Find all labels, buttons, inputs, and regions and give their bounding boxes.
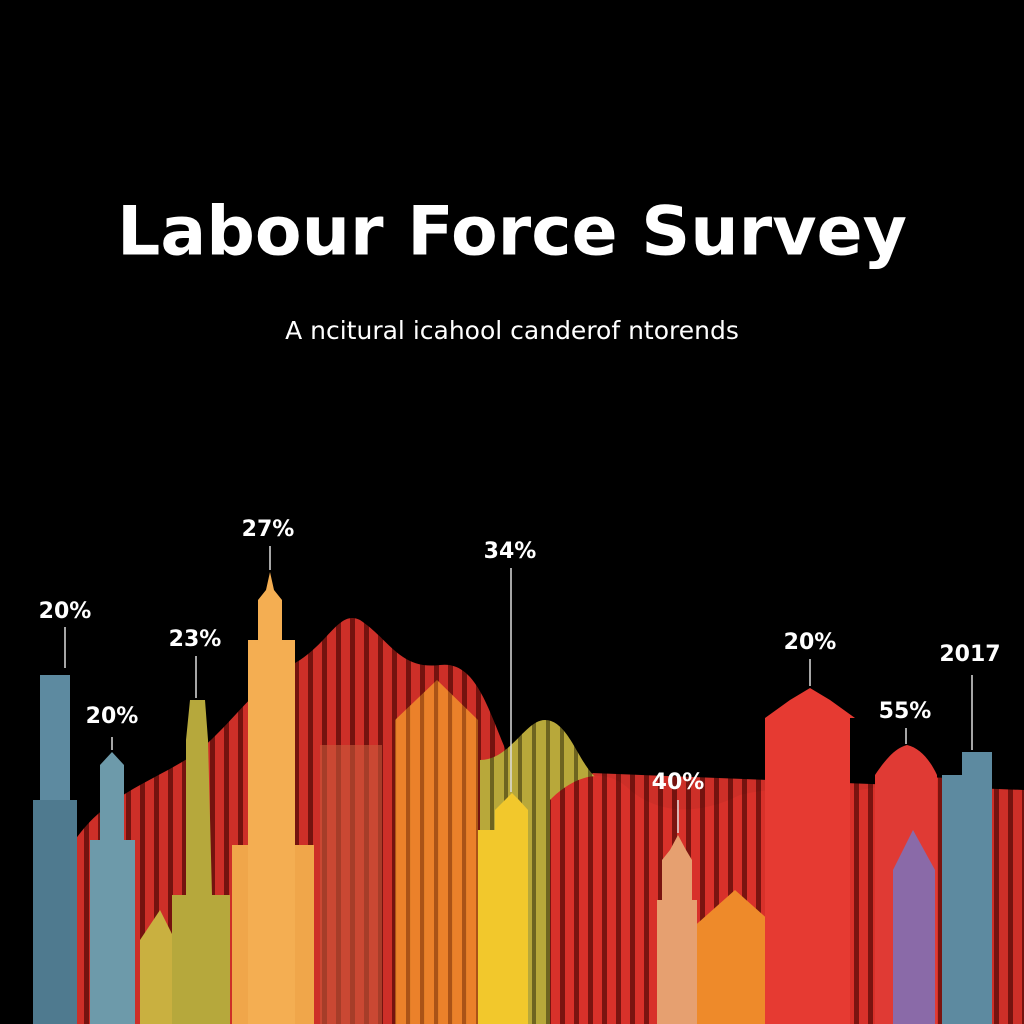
building — [33, 800, 77, 1024]
callout-label: 55% — [879, 699, 932, 724]
callout-label: 40% — [652, 770, 705, 795]
building — [690, 890, 780, 1024]
title: Labour Force Survey — [117, 193, 907, 272]
building — [395, 680, 478, 1024]
callout-label: 34% — [484, 539, 537, 564]
building — [942, 752, 992, 1024]
building — [770, 716, 850, 1024]
callout-label: 27% — [242, 517, 295, 542]
building — [140, 910, 175, 1024]
building — [893, 830, 935, 1024]
subtitle: A ncitural icahool canderof ntorends — [285, 316, 739, 345]
building — [478, 793, 528, 1024]
callout-label: 20% — [784, 630, 837, 655]
skyline — [33, 572, 1024, 1024]
callouts: 20% 20% 23% 27% 34% 40% 20% 55% 2017 — [39, 517, 1001, 833]
callout-label: 20% — [39, 599, 92, 624]
building — [172, 700, 230, 1024]
building — [320, 745, 382, 1024]
callout-label: 20% — [86, 704, 139, 729]
callout-label: 2017 — [939, 642, 1000, 667]
building — [657, 835, 697, 1024]
building — [248, 572, 295, 1024]
building — [90, 752, 135, 1024]
callout-label: 23% — [169, 627, 222, 652]
